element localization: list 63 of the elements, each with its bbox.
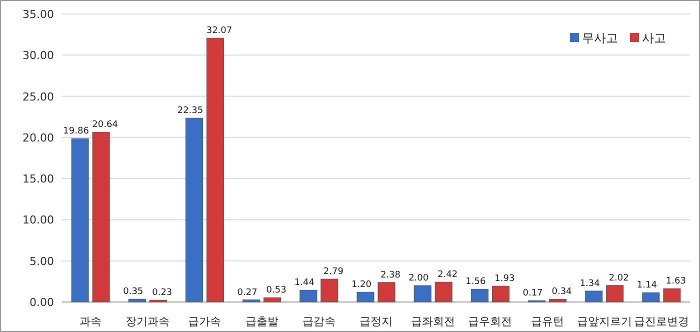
y-tick-label: 35.00	[22, 8, 54, 21]
data-label: 20.64	[92, 120, 118, 130]
bar	[414, 285, 432, 302]
x-tick-label: 급우회전	[468, 315, 512, 328]
y-tick-label: 10.00	[22, 214, 54, 227]
bar	[242, 300, 260, 302]
y-tick-label: 25.00	[22, 90, 54, 104]
bar	[492, 286, 510, 302]
x-tick-label: 급가속	[188, 315, 222, 328]
x-tick-label: 과속	[80, 315, 102, 328]
bar	[585, 290, 603, 302]
bar	[356, 292, 374, 302]
data-label: 1.93	[494, 274, 515, 284]
bar	[320, 278, 338, 302]
y-tick-label: 30.00	[22, 49, 54, 62]
x-tick-label: 장기과속	[126, 315, 170, 328]
bar	[185, 118, 203, 302]
bar	[92, 132, 110, 302]
bar	[663, 288, 681, 302]
x-tick-label: 급출발	[245, 315, 278, 328]
data-label: 1.34	[580, 278, 600, 289]
bar	[300, 290, 318, 302]
y-tick-label: 5.00	[30, 254, 54, 268]
data-label: 2.42	[438, 270, 458, 280]
data-label: 2.79	[323, 267, 344, 278]
x-tick-label: 급유턴	[530, 315, 564, 328]
data-label: 1.63	[666, 276, 686, 287]
bar	[642, 292, 660, 302]
data-label: 19.86	[63, 126, 90, 137]
data-label: 0.27	[237, 288, 258, 298]
bar	[71, 138, 89, 302]
bar	[434, 282, 452, 302]
bar	[470, 288, 488, 302]
data-label: 1.14	[636, 280, 658, 291]
data-label: 2.00	[408, 274, 429, 284]
x-tick-label: 급좌회전	[411, 315, 456, 328]
y-tick-label: 15.00	[22, 172, 54, 186]
data-label: 0.34	[552, 287, 572, 298]
data-label: 0.53	[266, 286, 286, 296]
legend-label: 사고	[642, 31, 666, 45]
bar	[606, 285, 624, 302]
data-label: 0.35	[123, 287, 144, 298]
data-label: 2.02	[608, 273, 629, 284]
data-label: 22.35	[177, 106, 204, 116]
data-label: 2.38	[380, 270, 401, 280]
bar	[264, 297, 282, 302]
data-label: 32.07	[206, 26, 232, 36]
bar	[128, 298, 146, 302]
data-label: 1.56	[466, 277, 486, 288]
legend-label: 무사고	[582, 31, 618, 45]
x-tick-label: 급진로변경	[634, 315, 689, 328]
x-tick-label: 급감속	[302, 315, 336, 328]
data-label: 1.20	[351, 280, 372, 290]
bar	[549, 298, 567, 302]
y-tick-label: 0.00	[30, 296, 54, 309]
x-tick-label: 급정지	[360, 315, 392, 328]
bar	[378, 282, 396, 302]
bar	[206, 38, 224, 302]
data-label: 1.44	[294, 278, 315, 288]
data-label: 0.23	[152, 288, 172, 298]
y-tick-label: 20.00	[22, 131, 54, 144]
x-tick-label: 급앞지르기	[576, 315, 632, 328]
data-label: 0.17	[522, 288, 543, 299]
